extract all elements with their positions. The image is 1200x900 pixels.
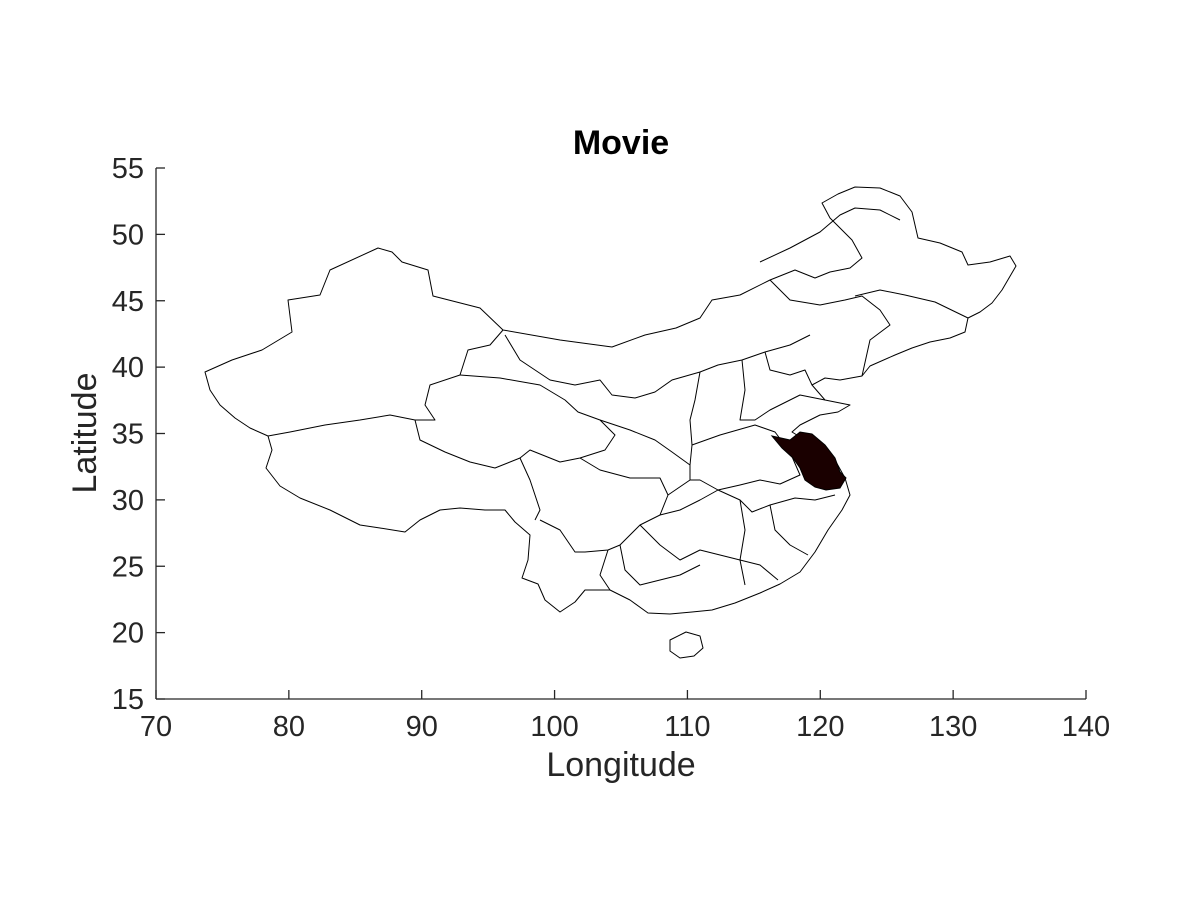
x-tick-label: 120 <box>796 711 844 743</box>
x-tick-label: 70 <box>140 711 172 743</box>
y-tick-label: 35 <box>112 419 144 451</box>
y-tick-label: 25 <box>112 551 144 583</box>
x-tick-label: 100 <box>530 711 578 743</box>
y-tick-label: 50 <box>112 219 144 251</box>
internal-boundary <box>267 329 504 437</box>
y-tick-label: 30 <box>112 485 144 517</box>
x-ticks: 70 80 90 100 110 120 130 140 <box>140 690 1110 743</box>
internal-boundary <box>504 334 811 399</box>
internal-boundary <box>739 499 779 581</box>
internal-boundary <box>599 549 611 591</box>
internal-boundary <box>764 351 813 386</box>
internal-boundary <box>659 489 836 516</box>
y-tick-label: 40 <box>112 352 144 384</box>
y-tick-label: 55 <box>112 153 144 185</box>
x-tick-label: 130 <box>929 711 977 743</box>
chart-title: Movie <box>573 124 669 162</box>
highlighted-region <box>770 431 847 491</box>
y-ticks: 15 20 25 30 35 40 45 50 55 <box>112 153 165 716</box>
internal-boundary <box>689 371 701 466</box>
island-hainan <box>669 631 704 659</box>
internal-boundary <box>619 544 701 586</box>
x-tick-label: 110 <box>664 711 710 743</box>
y-tick-label: 15 <box>112 684 144 716</box>
internal-boundary <box>769 279 891 377</box>
y-tick-label: 20 <box>112 618 144 650</box>
y-axis-label: Latitude <box>66 373 104 494</box>
x-axis-label: Longitude <box>546 746 695 784</box>
x-tick-label: 90 <box>406 711 438 743</box>
internal-boundary <box>854 289 969 319</box>
map-layer <box>204 186 1017 659</box>
internal-boundary <box>690 424 801 491</box>
internal-boundary <box>519 457 541 521</box>
y-tick-label: 45 <box>112 286 144 318</box>
x-tick-label: 80 <box>273 711 305 743</box>
internal-boundary <box>759 207 901 263</box>
internal-boundary <box>739 359 826 421</box>
x-tick-label: 140 <box>1062 711 1110 743</box>
country-outline <box>204 186 1017 615</box>
internal-boundary <box>769 504 809 556</box>
